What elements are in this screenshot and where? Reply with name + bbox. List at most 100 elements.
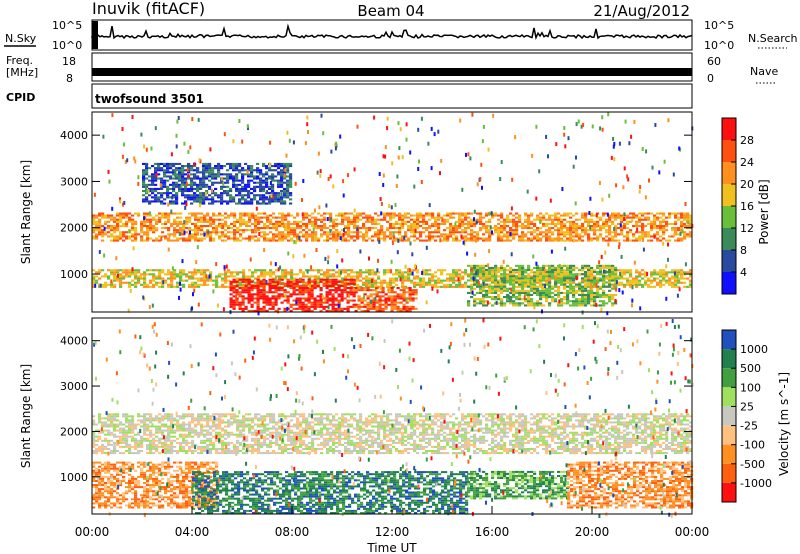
heatmap-cell xyxy=(283,307,287,310)
heatmap-cell xyxy=(260,227,264,230)
heatmap-cell xyxy=(503,279,507,282)
heatmap-cell xyxy=(578,283,582,286)
heatmap-cell xyxy=(452,231,456,234)
heatmap-cell xyxy=(614,212,618,215)
heatmap-cell xyxy=(155,229,159,232)
heatmap-cell xyxy=(614,231,618,234)
heatmap-cell xyxy=(593,227,597,230)
heatmap-cell xyxy=(140,220,144,223)
heatmap-cell xyxy=(322,305,326,308)
heatmap-cell xyxy=(224,220,228,223)
heatmap-cell xyxy=(557,222,561,225)
heatmap-cell xyxy=(349,278,353,281)
heatmap-cell xyxy=(193,173,197,176)
heatmap-cell xyxy=(167,237,171,240)
heatmap-cell xyxy=(278,275,282,278)
heatmap-cell xyxy=(440,273,444,276)
heatmap-cell xyxy=(569,277,573,280)
heatmap-cell xyxy=(626,235,630,238)
heatmap-cell xyxy=(491,277,495,280)
heatmap-cell xyxy=(251,231,255,234)
heatmap-cell xyxy=(194,237,198,240)
heatmap-cell xyxy=(458,273,462,276)
heatmap-cell xyxy=(283,289,287,292)
heatmap-cell xyxy=(203,231,207,234)
heatmap-cell xyxy=(557,220,561,223)
heatmap-cell xyxy=(595,282,598,287)
heatmap-cell xyxy=(689,225,693,228)
heatmap-cell xyxy=(242,222,246,225)
heatmap-cell xyxy=(662,283,666,286)
heatmap-cell xyxy=(329,220,333,223)
heatmap-cell xyxy=(334,303,338,306)
heatmap-cell xyxy=(197,239,201,242)
heatmap-cell xyxy=(221,283,225,286)
heatmap-cell xyxy=(431,212,435,215)
heatmap-cell xyxy=(163,202,167,205)
heatmap-cell xyxy=(209,273,213,276)
heatmap-cell xyxy=(149,285,153,288)
heatmap-cell xyxy=(411,305,415,308)
heatmap-cell xyxy=(148,179,152,182)
heatmap-cell xyxy=(92,235,96,238)
heatmap-cell xyxy=(163,192,167,195)
heatmap-cell xyxy=(479,273,483,276)
heatmap-cell xyxy=(241,185,245,188)
heatmap-cell xyxy=(584,300,588,303)
heatmap-cell xyxy=(575,231,579,234)
heatmap-cell xyxy=(256,307,260,310)
heatmap-cell xyxy=(494,275,498,278)
heatmap-cell xyxy=(563,225,567,228)
heatmap-cell xyxy=(182,225,186,228)
heatmap-cell xyxy=(623,277,627,280)
heatmap-cell xyxy=(620,283,624,286)
heatmap-cell xyxy=(104,220,108,223)
heatmap-cell xyxy=(608,214,612,217)
heatmap-cell xyxy=(578,302,582,305)
heatmap-cell xyxy=(359,214,363,217)
heatmap-cell xyxy=(608,218,612,221)
heatmap-cell xyxy=(181,169,185,172)
heatmap-cell xyxy=(331,289,335,292)
heatmap-cell xyxy=(596,287,600,290)
heatmap-cell xyxy=(217,194,221,197)
heatmap-cell xyxy=(320,225,324,228)
heatmap-cell xyxy=(443,222,447,225)
heatmap-cell xyxy=(530,283,534,286)
heatmap-cell xyxy=(662,220,666,223)
heatmap-cell xyxy=(293,220,297,223)
heatmap-cell xyxy=(545,271,549,274)
heatmap-cell xyxy=(485,225,489,228)
heatmap-cell xyxy=(527,220,531,223)
heatmap-cell xyxy=(292,307,296,310)
heatmap-cell xyxy=(172,194,176,197)
heatmap-cell xyxy=(397,121,400,126)
heatmap-cell xyxy=(167,247,170,252)
heatmap-cell xyxy=(494,269,498,272)
heatmap-cell xyxy=(440,271,444,274)
heatmap-cell xyxy=(280,200,284,203)
heatmap-cell xyxy=(203,237,207,240)
heatmap-cell xyxy=(545,239,549,242)
heatmap-cell xyxy=(536,285,540,288)
heatmap-cell xyxy=(500,302,504,305)
heatmap-cell xyxy=(494,291,498,294)
heatmap-cell xyxy=(584,218,588,221)
heatmap-cell xyxy=(253,175,257,178)
heatmap-cell xyxy=(208,173,212,176)
heatmap-cell xyxy=(338,283,342,286)
heatmap-cell xyxy=(366,301,370,304)
heatmap-cell xyxy=(656,225,660,228)
heatmap-cell xyxy=(470,273,474,276)
heatmap-cell xyxy=(122,231,126,234)
heatmap-cell xyxy=(387,287,391,290)
heatmap-cell xyxy=(154,198,158,201)
heatmap-cell xyxy=(674,222,678,225)
heatmap-cell xyxy=(471,290,474,295)
heatmap-cell xyxy=(653,234,656,239)
heatmap-cell xyxy=(197,285,201,288)
heatmap-cell xyxy=(515,233,519,236)
heatmap-cell xyxy=(482,271,486,274)
heatmap-cell xyxy=(244,162,248,165)
heatmap-cell xyxy=(595,213,598,217)
